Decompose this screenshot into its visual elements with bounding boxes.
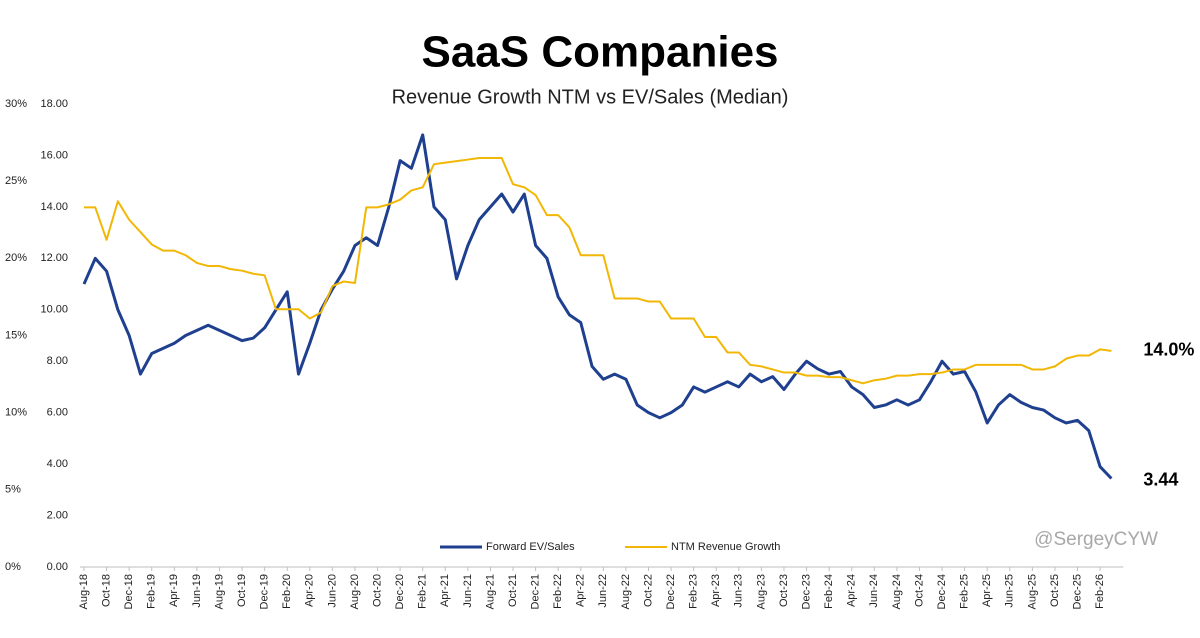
x-tick-label: Feb-20 bbox=[281, 574, 293, 609]
x-tick-label: Dec-25 bbox=[1071, 574, 1083, 609]
x-tick-label: Dec-18 bbox=[123, 574, 135, 609]
x-tick-label: Dec-22 bbox=[665, 574, 677, 609]
end-label: 3.44 bbox=[1143, 469, 1178, 489]
x-tick-label: Apr-23 bbox=[710, 574, 722, 607]
y-tick-label: 2.00 bbox=[47, 509, 68, 521]
y-tick-label: 0.00 bbox=[47, 561, 68, 573]
legend-label: Forward EV/Sales bbox=[486, 541, 575, 553]
x-tick-label: Apr-20 bbox=[304, 574, 316, 607]
x-tick-label: Oct-18 bbox=[100, 574, 112, 607]
y2-tick-label: 20% bbox=[5, 252, 27, 264]
y-tick-label: 16.00 bbox=[40, 149, 68, 161]
y2-tick-label: 0% bbox=[5, 561, 21, 573]
x-tick-label: Aug-19 bbox=[213, 574, 225, 609]
x-tick-label: Feb-21 bbox=[417, 574, 429, 609]
chart-subtitle: Revenue Growth NTM vs EV/Sales (Median) bbox=[392, 86, 789, 108]
x-tick-label: Aug-21 bbox=[484, 574, 496, 609]
x-tick-label: Oct-21 bbox=[507, 574, 519, 607]
x-tick-label: Dec-20 bbox=[394, 574, 406, 609]
x-tick-label: Jun-23 bbox=[733, 574, 745, 608]
watermark: @SergeyCYW bbox=[1034, 529, 1158, 550]
x-tick-label: Oct-20 bbox=[371, 574, 383, 607]
x-tick-label: Apr-25 bbox=[981, 574, 993, 607]
x-tick-label: Aug-22 bbox=[620, 574, 632, 609]
x-tick-label: Oct-25 bbox=[1049, 574, 1061, 607]
y2-tick-label: 5% bbox=[5, 484, 21, 496]
x-tick-label: Feb-25 bbox=[959, 574, 971, 609]
end-label: 14.0% bbox=[1143, 340, 1194, 360]
x-tick-label: Apr-22 bbox=[575, 574, 587, 607]
y-tick-label: 8.00 bbox=[47, 355, 68, 367]
y2-tick-label: 15% bbox=[5, 329, 27, 341]
x-tick-label: Dec-24 bbox=[936, 574, 948, 609]
x-tick-label: Feb-24 bbox=[823, 574, 835, 609]
y-tick-label: 6.00 bbox=[47, 407, 68, 419]
y-tick-label: 4.00 bbox=[47, 458, 68, 470]
x-tick-label: Oct-22 bbox=[642, 574, 654, 607]
y2-tick-label: 25% bbox=[5, 175, 27, 187]
x-tick-label: Apr-24 bbox=[846, 574, 858, 607]
x-tick-label: Aug-20 bbox=[349, 574, 361, 609]
x-tick-label: Jun-19 bbox=[191, 574, 203, 608]
chart-title: SaaS Companies bbox=[421, 28, 778, 77]
y2-tick-label: 30% bbox=[5, 98, 27, 110]
y-tick-label: 14.00 bbox=[40, 201, 68, 213]
x-tick-label: Aug-25 bbox=[1026, 574, 1038, 609]
y-tick-label: 12.00 bbox=[40, 252, 68, 264]
x-tick-label: Feb-26 bbox=[1094, 574, 1106, 609]
legend-label: NTM Revenue Growth bbox=[671, 541, 780, 553]
x-tick-label: Dec-19 bbox=[259, 574, 271, 609]
series-line bbox=[84, 157, 1112, 385]
x-tick-label: Feb-22 bbox=[552, 574, 564, 609]
x-tick-label: Jun-24 bbox=[868, 574, 880, 608]
x-tick-label: Aug-18 bbox=[78, 574, 90, 609]
x-tick-label: Apr-21 bbox=[439, 574, 451, 607]
series-line bbox=[82, 133, 1113, 480]
x-tick-label: Aug-23 bbox=[755, 574, 767, 609]
x-tick-label: Jun-22 bbox=[597, 574, 609, 608]
x-tick-label: Apr-19 bbox=[168, 574, 180, 607]
x-tick-label: Jun-25 bbox=[1004, 574, 1016, 608]
x-tick-label: Oct-24 bbox=[913, 574, 925, 607]
x-tick-label: Aug-24 bbox=[891, 574, 903, 609]
x-tick-label: Jun-21 bbox=[462, 574, 474, 608]
x-tick-label: Jun-20 bbox=[326, 574, 338, 608]
y-tick-label: 10.00 bbox=[40, 304, 68, 316]
x-tick-label: Dec-21 bbox=[530, 574, 542, 609]
x-tick-label: Oct-19 bbox=[236, 574, 248, 607]
x-tick-label: Feb-23 bbox=[688, 574, 700, 609]
x-tick-label: Dec-23 bbox=[800, 574, 812, 609]
y-tick-label: 18.00 bbox=[40, 98, 68, 110]
x-tick-label: Feb-19 bbox=[146, 574, 158, 609]
x-tick-label: Oct-23 bbox=[778, 574, 790, 607]
y2-tick-label: 10% bbox=[5, 407, 27, 419]
